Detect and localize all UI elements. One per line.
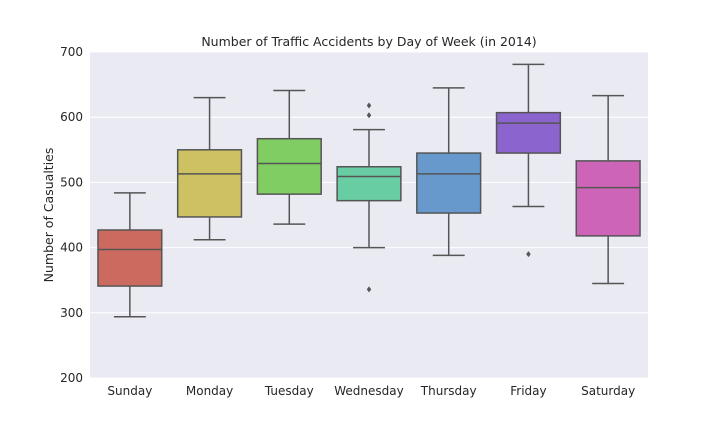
box-saturday [575, 94, 641, 285]
box-thursday [416, 87, 482, 257]
box-body [416, 152, 482, 214]
box-body [256, 137, 322, 195]
chart-title: Number of Traffic Accidents by Day of We… [201, 34, 536, 49]
box-friday [495, 63, 562, 258]
x-tick-label: Thursday [420, 384, 477, 398]
x-tick-labels: Sunday Monday Tuesday Wednesday Thursday Frid… [107, 384, 635, 398]
y-tick-label: 500 [60, 175, 83, 189]
box-series [97, 63, 641, 318]
y-tick-label: 300 [60, 306, 83, 320]
x-tick-label: Sunday [107, 384, 152, 398]
y-tick-label: 600 [60, 110, 83, 124]
y-tick-label: 400 [60, 241, 83, 255]
y-tick-label: 200 [60, 371, 83, 385]
box-body [336, 166, 402, 202]
y-tick-labels: 200 300 400 500 600 700 [60, 45, 83, 385]
x-tick-label: Monday [186, 384, 233, 398]
box-monday [176, 96, 243, 241]
outlier-point [366, 286, 372, 293]
box-body [176, 149, 243, 218]
box-body [97, 229, 163, 287]
y-axis-label: Number of Casualties [41, 148, 56, 283]
y-tick-label: 700 [60, 45, 83, 59]
x-tick-label: Saturday [581, 384, 635, 398]
box-tuesday [256, 89, 322, 225]
box-sunday [97, 192, 163, 318]
x-tick-label: Tuesday [264, 384, 314, 398]
box-wednesday [336, 102, 402, 293]
outlier-point [366, 112, 372, 119]
box-body [575, 160, 641, 237]
outlier-point [526, 251, 531, 258]
box-body [495, 111, 562, 154]
x-tick-label: Friday [510, 384, 546, 398]
x-tick-label: Wednesday [334, 384, 403, 398]
outlier-point [366, 102, 372, 109]
